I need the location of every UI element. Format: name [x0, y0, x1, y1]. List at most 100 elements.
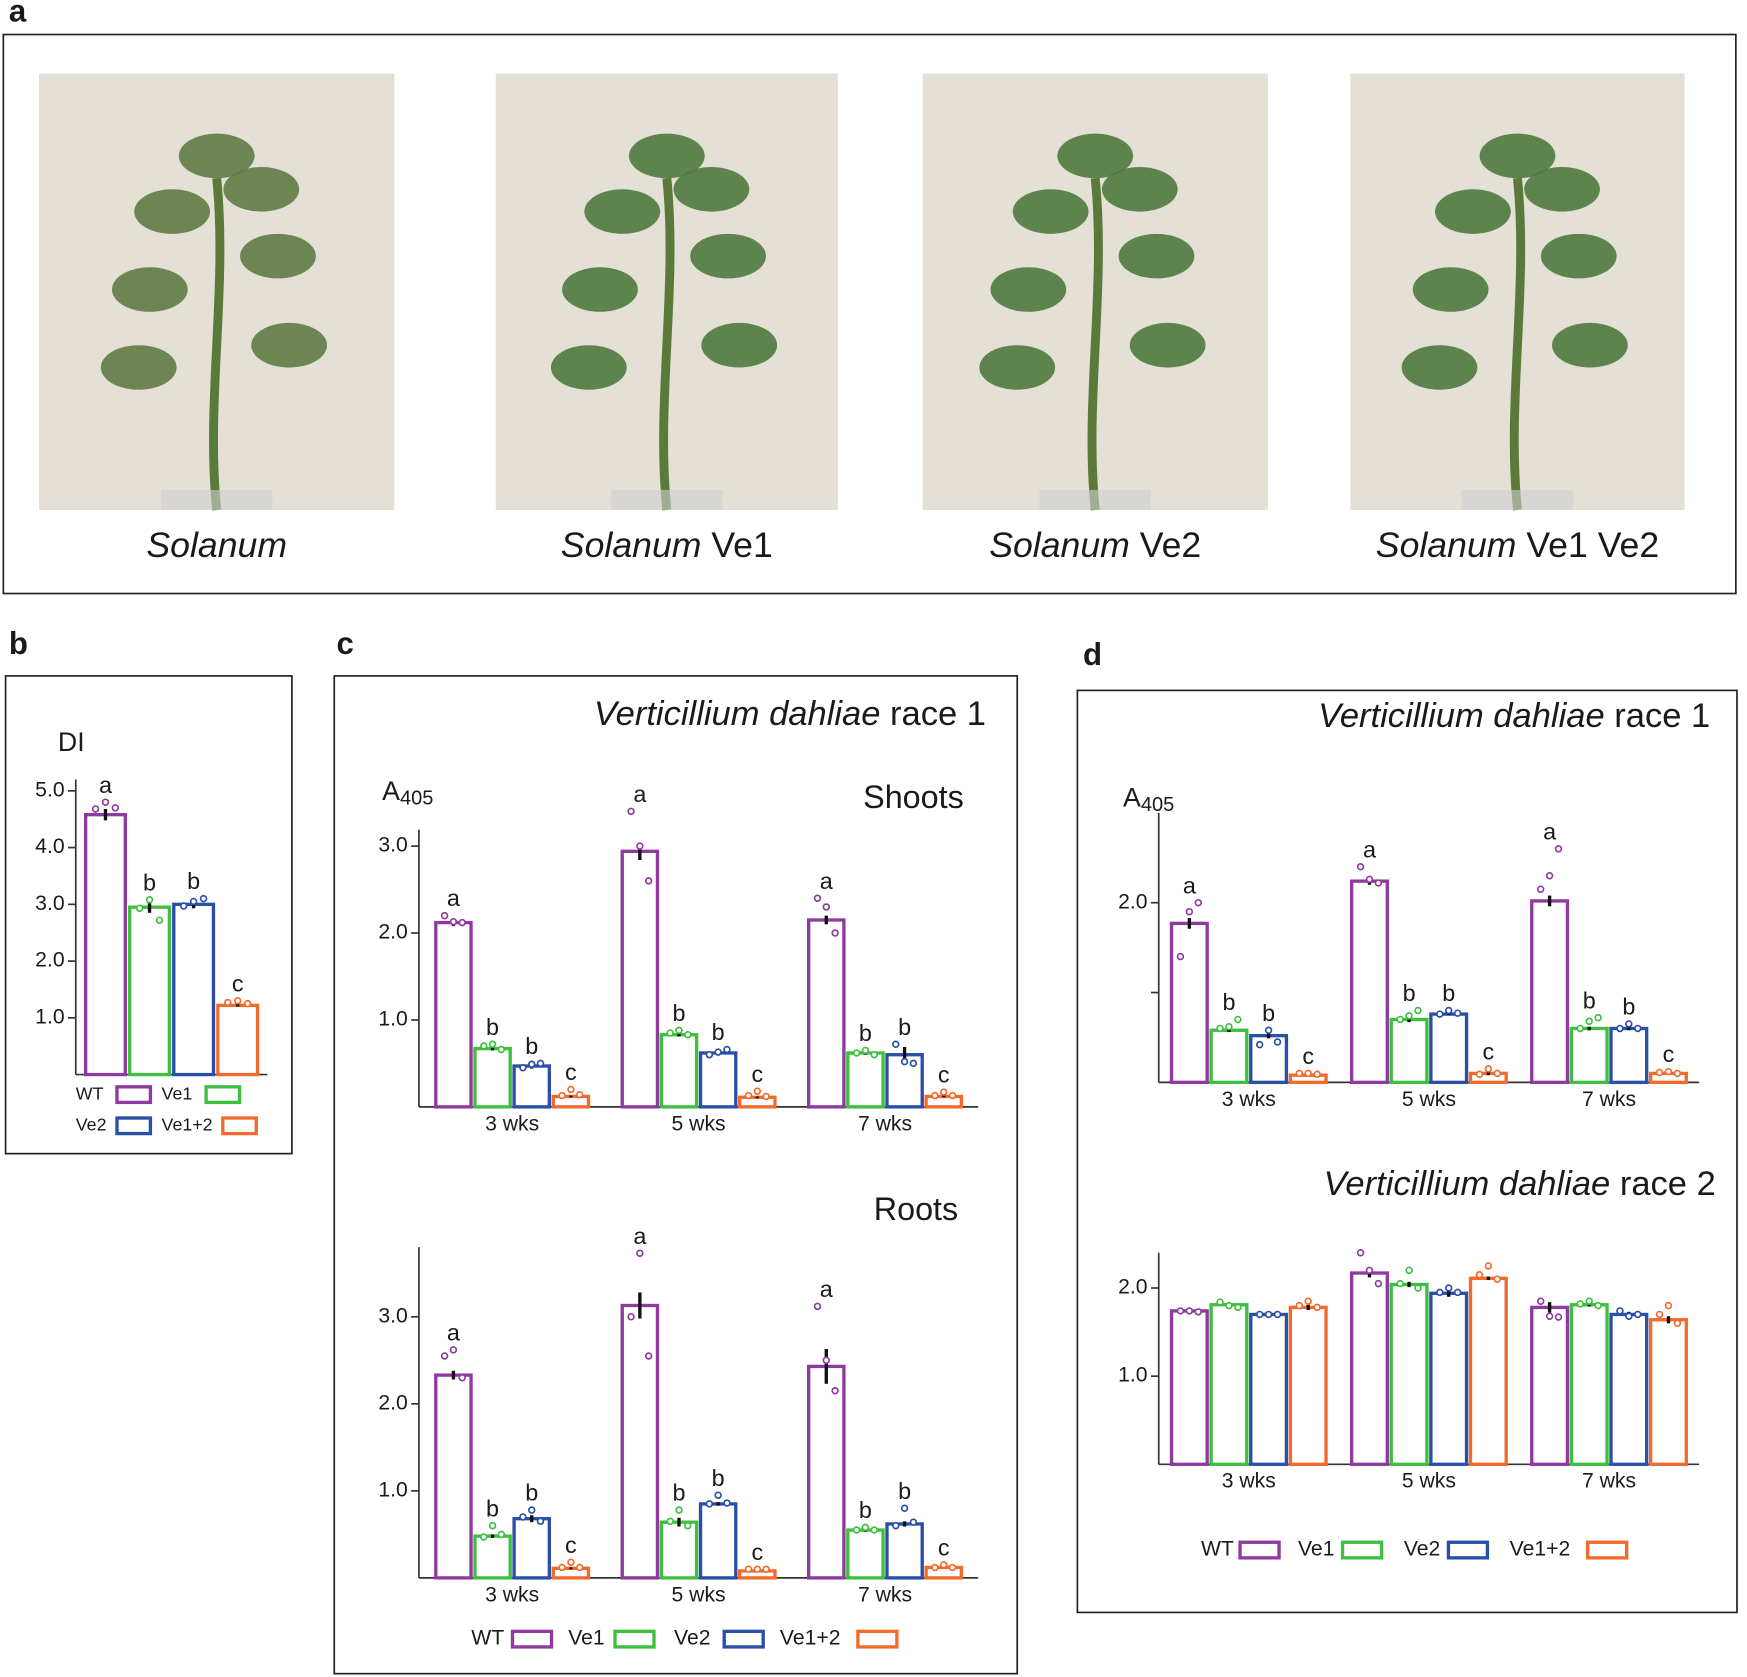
significance-letter: c	[1663, 1041, 1675, 1067]
x-tick-label: 5 wks	[1402, 1470, 1456, 1493]
bar	[1389, 1017, 1429, 1085]
chart-title: Verticillium dahliae race 1	[1318, 697, 1710, 735]
data-point	[575, 1090, 584, 1099]
plant-leaf	[628, 133, 705, 179]
data-point	[1313, 1303, 1321, 1312]
plant-leaf	[1552, 322, 1628, 368]
data-point	[480, 1042, 488, 1050]
significance-letter: b	[672, 1480, 685, 1506]
data-point	[497, 1045, 506, 1054]
data-point	[440, 911, 449, 920]
significance-letter: b	[1262, 1000, 1275, 1026]
bar	[1389, 1282, 1429, 1466]
y-tick-label: 3.0	[378, 834, 407, 857]
plant-leaf	[251, 322, 328, 368]
significance-letter: a	[1543, 818, 1556, 844]
plant-stem	[209, 177, 225, 511]
y-tick-label: 1.0	[378, 1478, 407, 1501]
y-tick-label: 3.0	[378, 1304, 407, 1327]
data-point	[684, 1030, 692, 1039]
bar	[1530, 899, 1570, 1085]
data-point	[527, 1060, 536, 1069]
data-point	[831, 929, 839, 937]
plant-leaf	[1435, 189, 1511, 234]
significance-letter: b	[672, 1000, 685, 1026]
pot	[1461, 489, 1574, 511]
panel-d-frame	[1076, 689, 1738, 1614]
data-point	[1264, 1026, 1273, 1034]
y-tick-label: 4.0	[35, 835, 64, 858]
data-point	[940, 1088, 948, 1096]
data-point	[558, 1563, 566, 1572]
data-point	[199, 894, 208, 903]
y-tick-label: 1.0	[1118, 1364, 1147, 1387]
data-point	[558, 1091, 566, 1100]
data-point	[1176, 952, 1185, 961]
bar	[83, 812, 127, 1077]
x-tick-label: 5 wks	[672, 1583, 726, 1606]
bar	[1169, 921, 1209, 1085]
legend-swatch	[115, 1085, 153, 1105]
data-point	[1194, 1308, 1202, 1316]
bar	[846, 1051, 885, 1109]
legend-swatch	[204, 1085, 242, 1105]
data-point	[861, 1523, 870, 1532]
data-point	[723, 1499, 731, 1507]
significance-letter: b	[525, 1033, 538, 1059]
data-point	[861, 1046, 870, 1055]
data-point	[1625, 1312, 1633, 1320]
data-point	[1234, 1015, 1242, 1024]
data-point	[458, 1373, 466, 1382]
data-point	[666, 1029, 674, 1037]
x-tick-label: 3 wks	[485, 1112, 539, 1135]
y-axis-label: DI	[58, 727, 85, 757]
data-point	[753, 1087, 762, 1095]
significance-letter: c	[938, 1062, 950, 1088]
x-tick-label: 7 wks	[858, 1583, 912, 1606]
y-tick-label: 2.0	[378, 1391, 407, 1414]
data-point	[135, 904, 144, 913]
significance-letter: c	[1302, 1043, 1314, 1069]
data-point	[900, 1504, 909, 1512]
data-point	[1616, 1307, 1624, 1315]
data-point	[1225, 1301, 1233, 1310]
plant-leaf	[1118, 233, 1195, 279]
data-point	[91, 805, 100, 813]
photo-caption: Solanum Ve2	[989, 525, 1201, 565]
chart-title-roman: race 1	[1614, 697, 1710, 735]
data-point	[1484, 1262, 1493, 1270]
plant-leaf	[979, 345, 1056, 390]
data-point	[1264, 1310, 1273, 1319]
panel-label: d	[1083, 637, 1102, 672]
bar	[1349, 1271, 1389, 1466]
data-point	[1396, 1015, 1404, 1024]
plant-leaf	[1479, 133, 1556, 179]
bar	[806, 918, 846, 1109]
data-point	[900, 1057, 909, 1066]
photo-caption: Solanum Ve1	[561, 525, 773, 565]
y-tick-label: 3.0	[35, 892, 64, 915]
photo-caption-italic: Solanum	[989, 525, 1130, 565]
pot	[611, 489, 723, 511]
bar	[128, 905, 172, 1077]
bar	[846, 1528, 885, 1580]
significance-letter: c	[565, 1532, 577, 1558]
panel-label: c	[336, 626, 353, 661]
significance-letter: a	[820, 868, 833, 894]
data-point	[684, 1521, 692, 1530]
bar	[551, 1566, 591, 1580]
significance-letter: a	[633, 781, 646, 807]
data-point	[1554, 845, 1563, 853]
pot	[1039, 489, 1151, 511]
data-point	[1273, 1310, 1282, 1319]
data-point	[1365, 875, 1374, 884]
data-point	[1405, 1266, 1413, 1275]
y-axis-label-sub: 405	[400, 788, 433, 810]
chart-title-italic: Verticillium dahliae	[594, 695, 881, 733]
data-point	[1255, 1040, 1264, 1049]
bar	[698, 1051, 738, 1109]
significance-letter: b	[898, 1014, 911, 1040]
data-point	[1545, 1312, 1554, 1320]
data-point	[488, 1521, 497, 1530]
data-point	[714, 1491, 722, 1499]
